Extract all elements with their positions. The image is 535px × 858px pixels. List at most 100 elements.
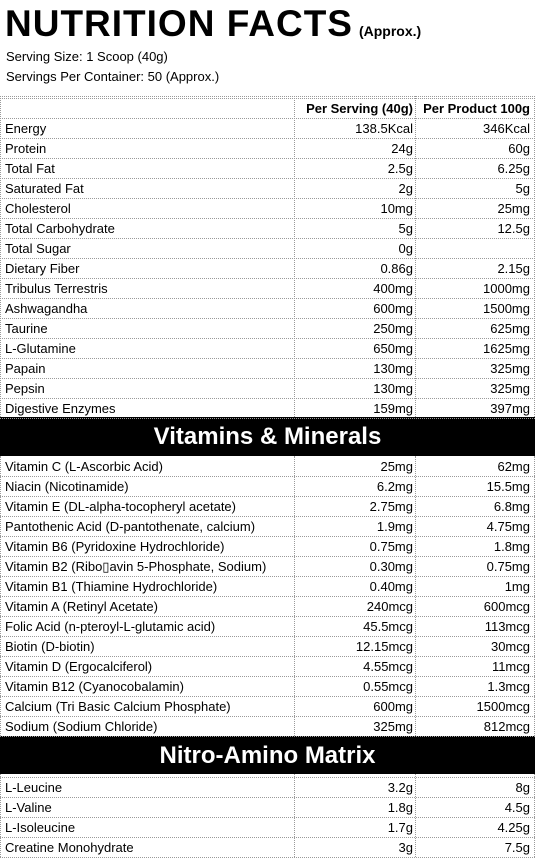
nutrient-name: Vitamin A (Retinyl Acetate) [5, 599, 158, 614]
per-serving-value: 10mg [380, 201, 413, 216]
row-divider [0, 178, 535, 179]
nutrient-name: Total Sugar [5, 241, 71, 256]
per-product-value: 30mcg [490, 639, 530, 654]
column-divider [0, 96, 1, 417]
per-product-value: 625mg [490, 321, 530, 336]
table-row: Biotin (D-biotin) 12.15mcg 30mcg [0, 636, 535, 656]
nutrient-name: Digestive Enzymes [5, 401, 116, 416]
nutrient-name: L-Isoleucine [5, 820, 76, 835]
title: NUTRITION FACTS (Approx.) [5, 2, 421, 53]
column-divider [415, 774, 416, 857]
serving-size: Serving Size: 1 Scoop (40g) [6, 49, 168, 64]
column-header-blank [0, 98, 294, 118]
row-divider [0, 378, 535, 379]
label-header: NUTRITION FACTS (Approx.) Serving Size: 1… [0, 0, 535, 96]
row-divider [0, 496, 535, 497]
per-product-value: 1500mg [483, 301, 530, 316]
row-divider [0, 676, 535, 677]
table-row: Protein 24g 60g [0, 138, 535, 158]
per-product-value: 1000mg [483, 281, 530, 296]
per-serving-value: 130mg [373, 361, 413, 376]
per-product-value: 1.3mcg [487, 679, 530, 694]
nutrient-name: Vitamin C (L-Ascorbic Acid) [5, 459, 163, 474]
per-serving-value: 159mg [373, 401, 413, 416]
per-serving-value: 0.40mg [369, 579, 413, 594]
table-row: L-Isoleucine 1.7g 4.25g [0, 817, 535, 837]
per-serving-value: 0.30mg [369, 559, 413, 574]
table-row: Total Carbohydrate 5g 12.5g [0, 218, 535, 238]
nutrient-name: Total Carbohydrate [5, 221, 115, 236]
nutrient-name: L-Glutamine [5, 341, 76, 356]
row-divider [0, 696, 535, 697]
row-divider [0, 516, 535, 517]
per-serving-value: 0.55mcg [363, 679, 413, 694]
nutrient-name: L-Valine [5, 800, 52, 815]
table-row: Ashwagandha 600mg 1500mg [0, 298, 535, 318]
nutrient-name: Cholesterol [5, 201, 71, 216]
nutrient-name: Total Fat [5, 161, 55, 176]
row-divider [0, 817, 535, 818]
nitro-amino-heading: Nitro-Amino Matrix [0, 736, 535, 774]
per-product-value: 1.8mg [493, 539, 530, 554]
table-row: Vitamin A (Retinyl Acetate) 240mcg 600mcg [0, 596, 535, 616]
per-serving-value: 0.75mg [369, 539, 413, 554]
per-serving-value: 138.5Kcal [355, 121, 413, 136]
column-divider [294, 96, 295, 417]
per-product-value: 8g [515, 780, 530, 795]
per-product-value: 11mcg [491, 659, 530, 674]
row-divider [0, 218, 535, 219]
row-divider [0, 238, 535, 239]
table-row: Sodium (Sodium Chloride) 325mg 812mcg [0, 716, 535, 736]
nutrient-name: L-Leucine [5, 780, 63, 795]
table-row: Total Sugar 0g [0, 238, 535, 258]
per-serving-value: 2.75mg [369, 499, 413, 514]
row-divider [0, 656, 535, 657]
servings-per-container: Servings Per Container: 50 (Approx.) [6, 69, 220, 84]
nutrient-name: Vitamin B12 (Cyanocobalamin) [5, 679, 184, 694]
table-row: Dietary Fiber 0.86g 2.15g [0, 258, 535, 278]
table-row: Vitamin B2 (Ribo▯avin 5-Phosphate, Sodiu… [0, 556, 535, 576]
per-product-value: 346Kcal [483, 121, 530, 136]
row-divider [0, 777, 535, 778]
row-divider [0, 258, 535, 259]
per-serving-value: 250mg [373, 321, 413, 336]
table-row: Vitamin E (DL-alpha-tocopheryl acetate) 2… [0, 496, 535, 516]
table-row: Calcium (Tri Basic Calcium Phosphate) 600… [0, 696, 535, 716]
per-serving-value: 1.9mg [376, 519, 413, 534]
per-serving-value: 400mg [373, 281, 413, 296]
table-row: Vitamin B6 (Pyridoxine Hydrochloride) 0.7… [0, 536, 535, 556]
per-product-value: 4.5g [504, 800, 530, 815]
row-divider [0, 418, 535, 419]
row-divider [0, 358, 535, 359]
nutrient-name: Dietary Fiber [5, 261, 80, 276]
title-note: (Approx.) [358, 23, 422, 39]
row-divider [0, 596, 535, 597]
per-product-value: 325mg [490, 381, 530, 396]
per-serving-value: 5g [398, 221, 413, 236]
per-product-value: 0.75mg [486, 559, 530, 574]
nutrient-name: Saturated Fat [5, 181, 84, 196]
nutrient-name: Creatine Monohydrate [5, 840, 134, 855]
per-product-value: 15.5mg [486, 479, 530, 494]
per-product-value: 397mg [490, 401, 530, 416]
per-serving-value: 650mg [373, 341, 413, 356]
row-divider [0, 736, 535, 737]
nutrient-name: Papain [5, 361, 46, 376]
row-divider [0, 556, 535, 557]
row-divider [0, 318, 535, 319]
nutrient-name: Sodium (Sodium Chloride) [5, 719, 158, 734]
column-divider [415, 456, 416, 736]
per-product-value: 5g [515, 181, 530, 196]
column-header-per-serving: Per Serving (40g) [306, 101, 413, 116]
row-divider [0, 118, 535, 119]
row-divider [0, 636, 535, 637]
per-serving-value: 24g [391, 141, 413, 156]
table-row: Pepsin 130mg 325mg [0, 378, 535, 398]
table-row: Energy 138.5Kcal 346Kcal [0, 118, 535, 138]
table-row: Cholesterol 10mg 25mg [0, 198, 535, 218]
row-divider [0, 96, 535, 97]
per-serving-value: 3.2g [387, 780, 413, 795]
nutrient-name: Vitamin B1 (Thiamine Hydrochloride) [5, 579, 218, 594]
nutrient-name: Tribulus Terrestris [5, 281, 108, 296]
nutrient-name: Vitamin B2 (Ribo▯avin 5-Phosphate, Sodiu… [5, 559, 267, 574]
